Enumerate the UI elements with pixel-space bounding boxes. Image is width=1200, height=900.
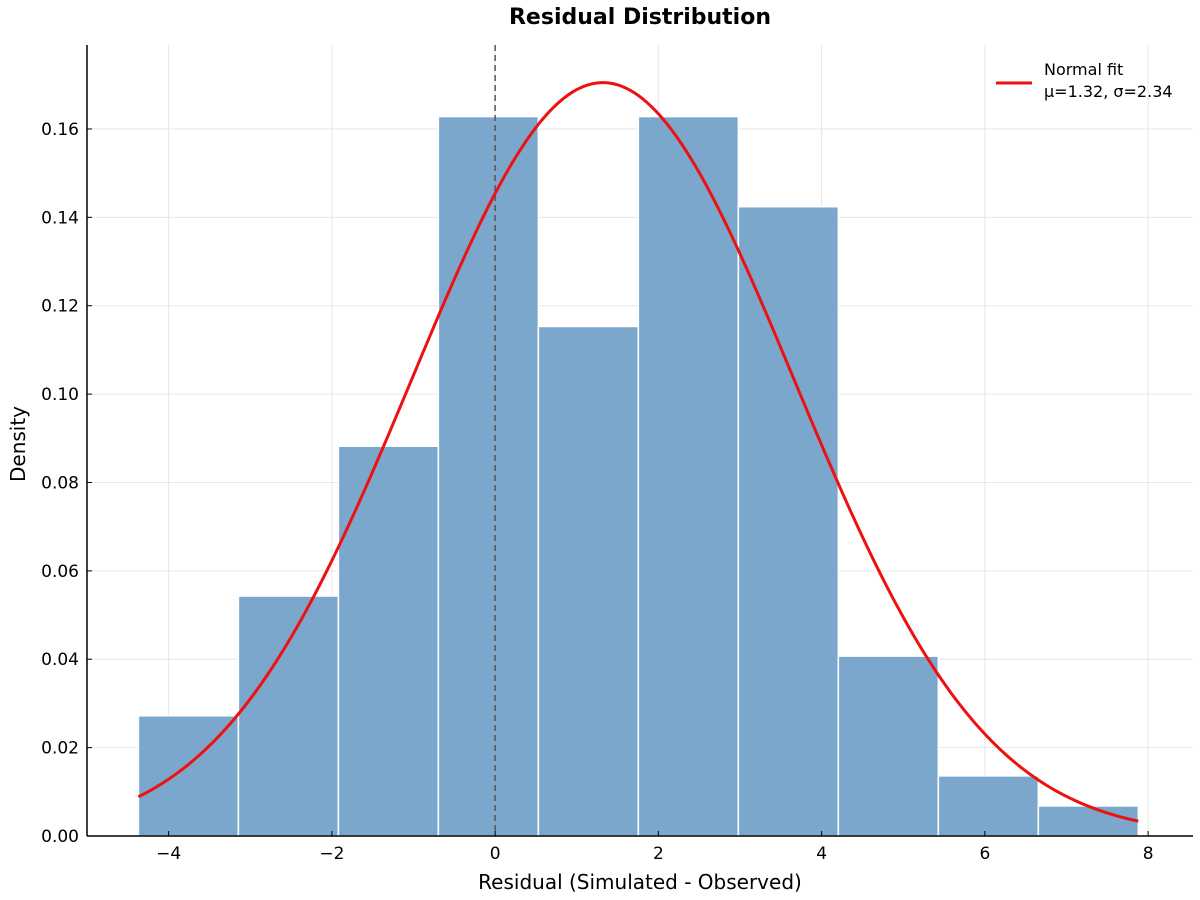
x-tick-label: 2	[653, 844, 664, 864]
legend-label-normal-fit: Normal fit	[1044, 60, 1123, 79]
x-axis-label: Residual (Simulated - Observed)	[478, 870, 802, 894]
y-tick-label: 0.16	[41, 120, 79, 140]
histogram-bar	[437, 115, 540, 837]
y-tick-label: 0.06	[41, 562, 79, 582]
histogram-bar	[1037, 805, 1140, 837]
histogram-bar	[837, 655, 940, 837]
histogram-bar	[537, 325, 640, 837]
y-tick-label: 0.08	[41, 473, 79, 493]
tick-labels: −4 −2 0 2 4 6 8 0.00 0.02 0.04 0.06 0.08 0.10 0.12 0.1…	[41, 120, 1153, 864]
x-tick-label: −4	[156, 844, 181, 864]
y-tick-label: 0.10	[41, 385, 79, 405]
legend: Normal fit μ=1.32, σ=2.34	[996, 60, 1173, 101]
legend-params-normal-fit: μ=1.32, σ=2.34	[1044, 82, 1173, 101]
histogram-bar	[637, 115, 740, 837]
normal-fit-layer	[137, 81, 1139, 823]
y-axis-label: Density	[6, 406, 30, 482]
histogram-bar	[237, 595, 340, 837]
chart-title: Residual Distribution	[509, 5, 771, 30]
x-tick-label: −2	[319, 844, 344, 864]
normal-fit-curve	[137, 81, 1139, 823]
y-tick-label: 0.04	[41, 650, 79, 670]
histogram-bar	[737, 205, 840, 837]
x-tick-label: 6	[979, 844, 990, 864]
axes	[86, 45, 1193, 837]
y-tick-label: 0.14	[41, 208, 79, 228]
y-tick-label: 0.12	[41, 297, 79, 317]
histogram-bars	[137, 115, 1140, 837]
histogram-bar	[137, 715, 240, 837]
x-tick-label: 8	[1143, 844, 1154, 864]
y-tick-label: 0.00	[41, 827, 79, 847]
x-tick-label: 0	[490, 844, 501, 864]
y-tick-label: 0.02	[41, 739, 79, 759]
x-tick-label: 4	[816, 844, 827, 864]
histogram-bar	[937, 775, 1040, 837]
histogram-bar	[337, 445, 440, 837]
